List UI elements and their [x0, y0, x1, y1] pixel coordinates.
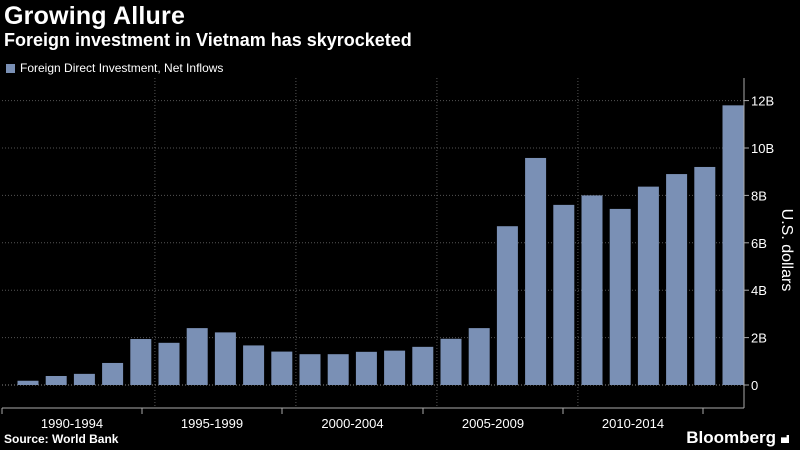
brand-logo: Bloomberg: [686, 428, 792, 448]
source-note: Source: World Bank: [4, 432, 119, 446]
bar-2005: [440, 338, 462, 385]
bar-2004: [412, 346, 434, 385]
bar-1997: [214, 332, 236, 385]
x-tick-label: 2000-2004: [321, 416, 383, 431]
bar-2015: [722, 105, 744, 385]
bar-2007: [496, 226, 518, 385]
bar-1990: [17, 380, 39, 385]
bar-1996: [186, 328, 208, 385]
bar-2010: [581, 195, 603, 385]
bar-2014: [694, 166, 716, 385]
y-tick-label: 2B: [751, 331, 767, 346]
bar-1993: [102, 362, 124, 385]
bar-2012: [637, 186, 659, 385]
bar-2008: [525, 157, 547, 385]
y-tick-label: 4B: [751, 283, 767, 298]
bar-1994: [130, 339, 152, 385]
x-tick-label: 1990-1994: [41, 416, 103, 431]
x-tick-label: 2005-2009: [462, 416, 524, 431]
y-axis-label: U.S. dollars: [778, 209, 795, 292]
y-tick-label: 8B: [751, 188, 767, 203]
bar-2000: [299, 354, 321, 385]
chart-subtitle: Foreign investment in Vietnam has skyroc…: [4, 30, 412, 50]
chart-title: Growing Allure: [4, 2, 186, 30]
bar-2001: [327, 354, 349, 385]
legend-swatch: [6, 63, 15, 73]
bar-2003: [384, 350, 406, 385]
bar-2006: [468, 328, 490, 385]
y-tick-label: 6B: [751, 236, 767, 251]
brand-name: Bloomberg: [686, 428, 776, 447]
bar-1991: [45, 375, 67, 385]
y-tick-label: 10B: [751, 141, 774, 156]
bar-1999: [271, 351, 293, 385]
bar-2002: [355, 351, 377, 385]
bar-2011: [609, 208, 631, 385]
legend: Foreign Direct Investment, Net Inflows: [6, 61, 223, 75]
bar-2009: [553, 204, 575, 385]
x-tick-label: 2010-2014: [602, 416, 664, 431]
legend-label: Foreign Direct Investment, Net Inflows: [20, 61, 224, 75]
x-tick-label: 1995-1999: [181, 416, 243, 431]
bar-1995: [158, 342, 180, 385]
y-tick-label: 12B: [751, 94, 774, 109]
y-tick-label: 0: [751, 378, 758, 393]
bar-1998: [243, 345, 265, 385]
bloomberg-terminal-icon: [780, 432, 792, 444]
bar-2013: [666, 174, 688, 385]
bar-1992: [73, 373, 95, 385]
